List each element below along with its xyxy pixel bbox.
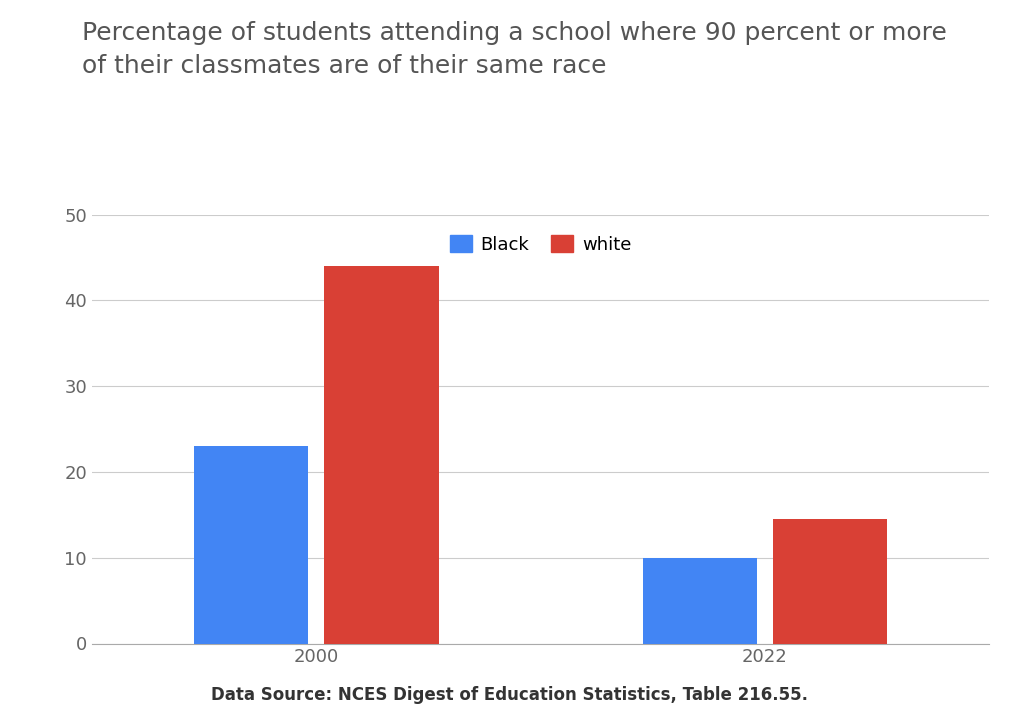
Text: Percentage of students attending a school where 90 percent or more
of their clas: Percentage of students attending a schoo…: [82, 21, 946, 78]
Bar: [324, 266, 438, 644]
Text: Data Source: NCES Digest of Education Statistics, Table 216.55.: Data Source: NCES Digest of Education St…: [211, 686, 808, 704]
Bar: [772, 519, 887, 644]
Bar: [194, 446, 308, 644]
Bar: [642, 558, 756, 644]
Legend: Black, white: Black, white: [442, 228, 638, 261]
